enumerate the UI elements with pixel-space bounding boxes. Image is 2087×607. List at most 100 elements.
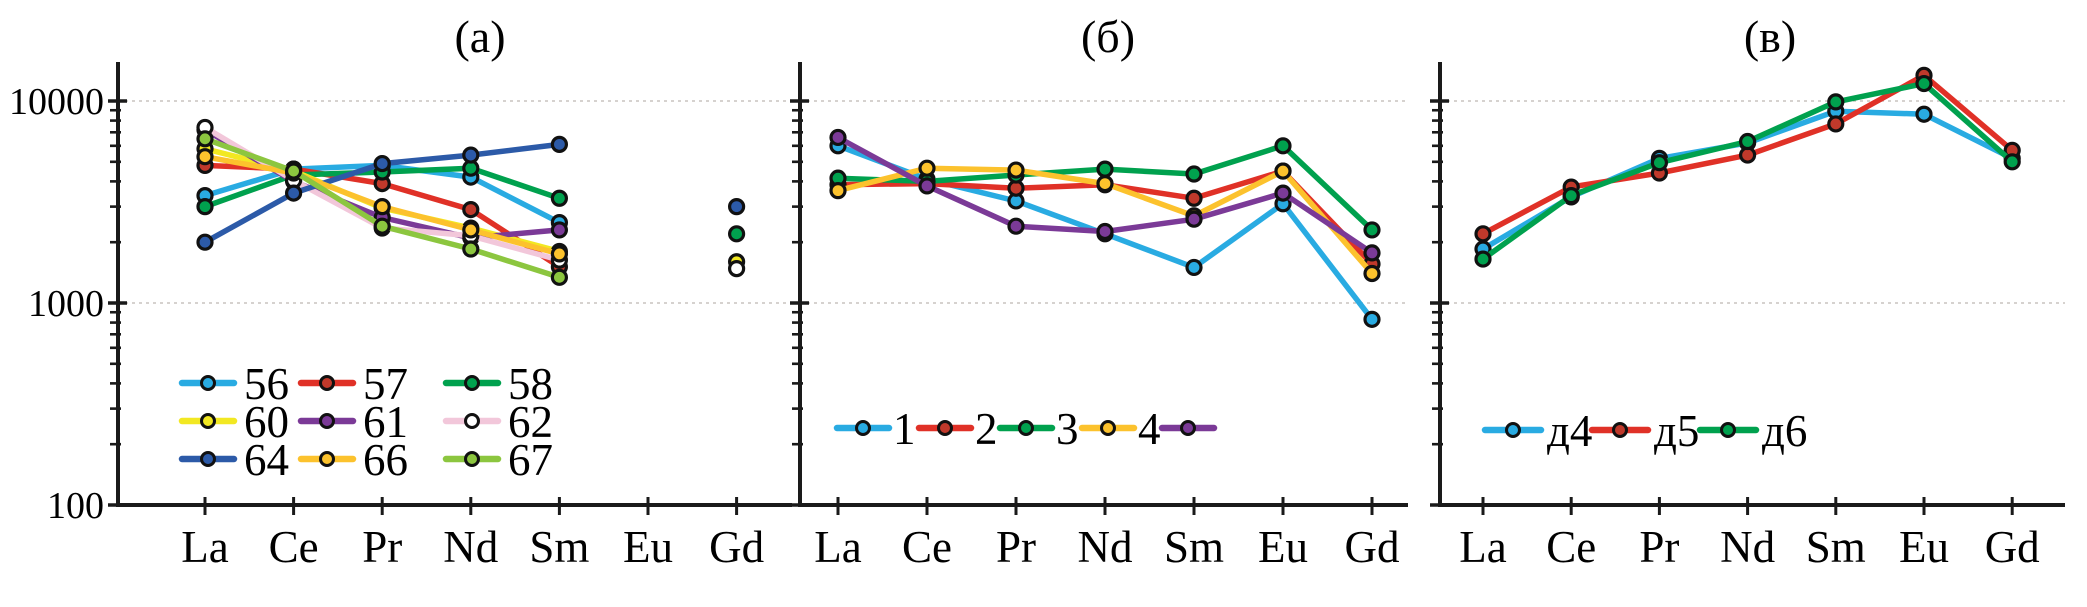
series-5-marker-La bbox=[829, 128, 847, 147]
series-d6 bbox=[1474, 74, 2021, 268]
legend-swatch-64 bbox=[178, 451, 238, 467]
series-d5-marker-Sm bbox=[1827, 115, 1845, 133]
series-67-marker-La bbox=[196, 130, 214, 148]
panel-b: La Ce Pr Nd Sm Eu Gd (б) 1 2 3 4 bbox=[790, 11, 1408, 572]
axes-a bbox=[108, 62, 792, 515]
legend-marker-icon bbox=[464, 413, 480, 429]
panel-title-b: (б) bbox=[1081, 11, 1135, 62]
legend-item-56: 56 bbox=[178, 359, 289, 409]
legend-label-64: 64 bbox=[244, 435, 289, 485]
legend-marker-icon bbox=[1018, 420, 1034, 436]
legend-marker-icon bbox=[937, 420, 953, 436]
series-d6-marker-Eu bbox=[1915, 74, 1933, 93]
x-label-Nd: Nd bbox=[443, 522, 498, 572]
legend-marker-icon bbox=[1100, 420, 1116, 436]
legend-swatch-58 bbox=[442, 375, 502, 391]
legend-swatch-5 bbox=[1158, 420, 1218, 436]
legend-swatch-d4 bbox=[1481, 422, 1545, 438]
series-d6-marker-Sm bbox=[1827, 93, 1845, 111]
series-57-marker-Nd bbox=[462, 200, 480, 219]
legend-marker-icon bbox=[1505, 422, 1521, 438]
legend-item-62: 62 bbox=[442, 397, 553, 447]
legend-marker-icon bbox=[464, 375, 480, 391]
series-64-marker-Nd bbox=[462, 146, 480, 164]
x-label-Eu: Eu bbox=[1899, 522, 1949, 572]
x-label-Gd: Gd bbox=[1345, 522, 1400, 572]
legend-b: 1 2 3 4 bbox=[833, 404, 1218, 454]
legend-label-56: 56 bbox=[244, 359, 289, 409]
legend-marker-icon bbox=[200, 451, 216, 467]
x-label-Sm: Sm bbox=[1164, 522, 1224, 572]
legend-item-d4: д4 bbox=[1481, 406, 1592, 456]
legend-swatch-57 bbox=[297, 375, 357, 391]
legend-v: д4 д5 д6 bbox=[1481, 406, 1807, 456]
series-67-marker-Sm bbox=[550, 268, 569, 286]
series-d6-marker-La bbox=[1474, 250, 1492, 268]
series-64 bbox=[196, 135, 746, 251]
legend-item-58: 58 bbox=[442, 359, 553, 409]
legend-marker-icon bbox=[1180, 420, 1196, 436]
legend-swatch-60 bbox=[178, 413, 238, 429]
series-4-marker-Pr bbox=[1007, 161, 1025, 179]
series-4-marker-Gd bbox=[1363, 264, 1381, 283]
series-2-marker-Sm bbox=[1185, 189, 1203, 207]
series-4-marker-Ce bbox=[918, 159, 936, 177]
y-label-100: 100 bbox=[47, 485, 104, 527]
axes-b bbox=[790, 62, 1408, 515]
series-d4-marker-Eu bbox=[1915, 105, 1933, 123]
legend-swatch-1 bbox=[833, 420, 893, 436]
series-d4 bbox=[1474, 102, 2021, 258]
legend-marker-icon bbox=[1720, 422, 1736, 438]
legend-marker-icon bbox=[1612, 422, 1628, 438]
y-label-1000: 1000 bbox=[28, 283, 104, 325]
series-3-marker-Sm bbox=[1185, 165, 1203, 183]
series-d5-marker-La bbox=[1474, 225, 1492, 243]
series-3-marker-Eu bbox=[1274, 137, 1292, 155]
series-67-marker-Pr bbox=[373, 217, 391, 235]
legend-swatch-67 bbox=[442, 451, 502, 467]
x-label-Nd: Nd bbox=[1720, 522, 1775, 572]
legend-swatch-61 bbox=[297, 413, 357, 429]
series-62-marker-Gd bbox=[727, 260, 746, 278]
series-d5-marker-Nd bbox=[1738, 146, 1757, 164]
x-label-Gd: Gd bbox=[709, 522, 764, 572]
legend-label-d4: д4 bbox=[1547, 406, 1592, 456]
panel-title-a: (a) bbox=[454, 11, 505, 62]
x-label-Pr: Pr bbox=[362, 522, 402, 572]
series-5 bbox=[829, 128, 1381, 262]
legend-label-57: 57 bbox=[363, 359, 408, 409]
x-label-Gd: Gd bbox=[1985, 522, 2040, 572]
legend-label-58: 58 bbox=[508, 359, 553, 409]
axes-v bbox=[1430, 62, 2065, 515]
series-d4-line bbox=[1480, 108, 2015, 252]
legend-label-60: 60 bbox=[244, 397, 289, 447]
legend-label-1: 1 bbox=[893, 404, 916, 454]
series-61-marker-Sm bbox=[550, 221, 569, 239]
series-67-marker-Ce bbox=[285, 162, 303, 180]
series-3-marker-Nd bbox=[1096, 160, 1114, 178]
x-label-Pr: Pr bbox=[1639, 522, 1679, 572]
x-label-Ce: Ce bbox=[902, 522, 952, 572]
x-label-Sm: Sm bbox=[529, 522, 589, 572]
series-66-marker-La bbox=[196, 148, 214, 166]
legend-label-3: 3 bbox=[1056, 404, 1079, 454]
legend-marker-icon bbox=[200, 413, 216, 429]
legend-marker-icon bbox=[855, 420, 871, 436]
series-58-marker-Sm bbox=[550, 189, 569, 207]
legend-item-60: 60 bbox=[178, 397, 289, 447]
legend-swatch-2 bbox=[915, 420, 975, 436]
legend-item-d6: д6 bbox=[1696, 406, 1807, 456]
legend-label-62: 62 bbox=[508, 397, 553, 447]
legend-swatch-d5 bbox=[1588, 422, 1652, 438]
series-5-marker-Ce bbox=[918, 177, 936, 195]
series-d6-line bbox=[1480, 80, 2015, 262]
legend-item-66: 66 bbox=[297, 435, 408, 485]
legend-marker-icon bbox=[319, 413, 335, 429]
series-5-marker-Nd bbox=[1096, 222, 1114, 241]
legend-swatch-66 bbox=[297, 451, 357, 467]
y-label-10000: 10000 bbox=[9, 81, 104, 123]
legend-item-4: 4 bbox=[1078, 404, 1161, 454]
